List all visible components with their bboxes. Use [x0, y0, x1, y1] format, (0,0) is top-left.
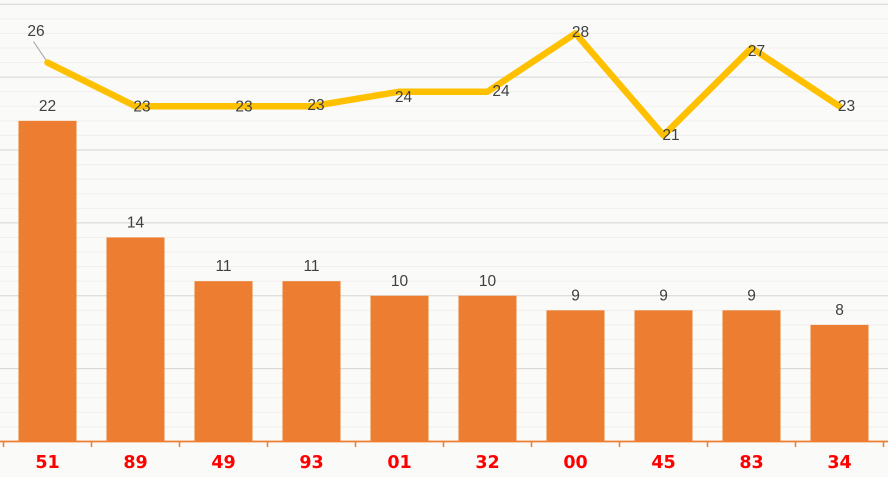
line-value-label: 23 [133, 98, 150, 115]
category-label: 00 [563, 453, 587, 473]
category-label: 34 [827, 453, 851, 473]
bar [282, 281, 341, 442]
category-label: 89 [123, 453, 147, 473]
line-value-label: 24 [395, 89, 413, 106]
bar-value-label: 22 [39, 98, 56, 115]
category-label: 49 [211, 453, 235, 473]
bar-value-label: 8 [835, 302, 844, 319]
line-value-label: 21 [662, 127, 679, 144]
line-value-label: 23 [235, 98, 252, 115]
line-value-label: 28 [572, 24, 589, 41]
bar [458, 295, 517, 442]
bar [106, 237, 165, 442]
category-label: 51 [35, 453, 59, 473]
line-value-label: 27 [748, 43, 765, 60]
category-label: 32 [475, 453, 499, 473]
bar-value-label: 11 [303, 258, 319, 275]
line-value-label: 23 [838, 98, 855, 115]
bar-value-label: 9 [747, 287, 756, 304]
bar [18, 120, 77, 442]
label-leader-line [33, 41, 47, 61]
bar-value-label: 14 [127, 214, 145, 231]
bar-value-label: 10 [391, 273, 409, 290]
bar [810, 324, 869, 442]
line-value-label: 24 [492, 83, 510, 100]
bar-value-label: 9 [571, 287, 580, 304]
bar-value-label: 10 [479, 273, 497, 290]
bar [634, 310, 693, 442]
category-label: 45 [651, 453, 675, 473]
category-label: 01 [387, 453, 411, 473]
bar-value-label: 9 [659, 287, 668, 304]
category-label: 93 [299, 453, 323, 473]
line-value-label: 23 [307, 97, 324, 114]
line-value-label: 26 [27, 23, 44, 40]
bar [370, 295, 429, 442]
line-series [44, 30, 843, 139]
bar [546, 310, 605, 442]
category-label: 83 [739, 453, 763, 473]
bar [194, 281, 253, 442]
bar-value-label: 11 [215, 258, 231, 275]
bar [722, 310, 781, 442]
